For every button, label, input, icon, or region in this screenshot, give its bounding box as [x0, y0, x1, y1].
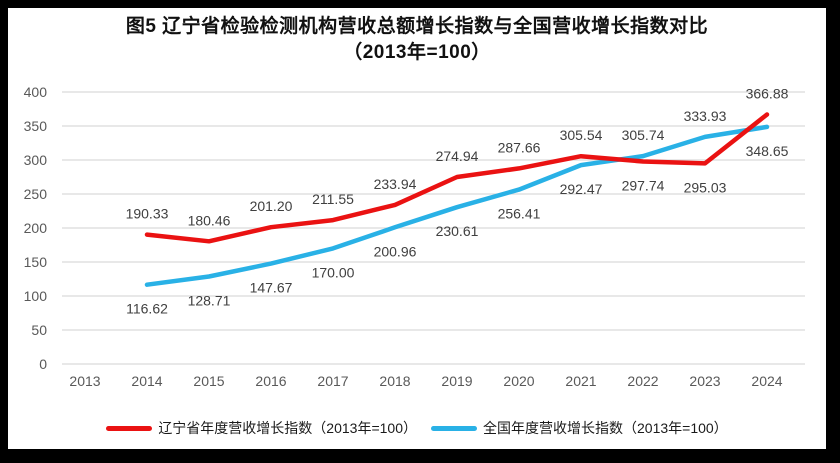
chart-title-line2: （2013年=100） — [343, 42, 491, 63]
x-axis-tick-label: 2021 — [565, 373, 596, 389]
data-label: 348.65 — [746, 143, 789, 159]
data-label: 190.33 — [126, 206, 169, 222]
data-label: 256.41 — [498, 206, 541, 222]
y-axis-tick-label: 0 — [39, 356, 47, 372]
x-axis-tick-label: 2019 — [441, 373, 472, 389]
legend-item-national: 全国年度营收增长指数（2013年=100） — [431, 418, 728, 438]
data-label: 274.94 — [436, 148, 479, 164]
series-line — [144, 112, 770, 244]
y-axis-tick-label: 250 — [24, 186, 48, 202]
chart-title: 图5 辽宁省检验检测机构营收总额增长指数与全国营收增长指数对比 （2013年=1… — [8, 14, 826, 66]
y-axis-tick-label: 200 — [24, 220, 48, 236]
chart-title-line1: 图5 辽宁省检验检测机构营收总额增长指数与全国营收增长指数对比 — [125, 16, 709, 37]
y-axis-tick-label: 300 — [24, 152, 48, 168]
y-axis-tick-label: 150 — [24, 254, 48, 270]
data-label: 305.54 — [560, 127, 603, 143]
data-label: 128.71 — [188, 292, 231, 308]
x-axis-tick-label: 2022 — [627, 373, 658, 389]
legend: 辽宁省年度营收增长指数（2013年=100） 全国年度营收增长指数（2013年=… — [8, 412, 826, 444]
data-label: 180.46 — [188, 212, 231, 228]
data-label: 211.55 — [312, 191, 354, 207]
data-label: 366.88 — [746, 86, 789, 102]
legend-label-liaoning: 辽宁省年度营收增长指数（2013年=100） — [158, 420, 417, 436]
data-label: 305.74 — [622, 127, 665, 143]
y-axis-tick-label: 350 — [24, 118, 48, 134]
data-label: 201.20 — [250, 198, 293, 214]
data-label: 333.93 — [684, 108, 727, 124]
data-label: 295.03 — [684, 179, 727, 195]
y-axis-tick-label: 400 — [24, 84, 48, 100]
x-axis-tick-label: 2017 — [317, 373, 348, 389]
x-axis-tick-label: 2024 — [751, 373, 782, 389]
data-label: 147.67 — [250, 280, 293, 296]
legend-label-national: 全国年度营收增长指数（2013年=100） — [483, 420, 728, 436]
data-label: 292.47 — [560, 181, 603, 197]
x-axis-tick-label: 2015 — [193, 373, 224, 389]
legend-item-liaoning: 辽宁省年度营收增长指数（2013年=100） — [106, 418, 417, 438]
x-axis-tick-label: 2016 — [255, 373, 286, 389]
data-label: 297.74 — [622, 178, 665, 194]
x-axis-tick-label: 2023 — [689, 373, 720, 389]
data-label: 230.61 — [436, 223, 479, 239]
national-line-swatch — [431, 425, 477, 431]
y-axis-tick-label: 100 — [24, 288, 48, 304]
y-axis-tick-label: 50 — [31, 322, 47, 338]
x-axis-tick-label: 2018 — [379, 373, 410, 389]
data-label: 170.00 — [312, 264, 355, 280]
series-line — [144, 124, 770, 287]
data-label: 200.96 — [374, 243, 417, 259]
x-axis-tick-label: 2013 — [69, 373, 100, 389]
x-axis-tick-label: 2020 — [503, 373, 534, 389]
data-label: 287.66 — [498, 139, 541, 155]
x-axis-tick-label: 2014 — [131, 373, 162, 389]
data-label: 233.94 — [374, 176, 417, 192]
chart-card: 0 50 100 150 200 250 300 350 400 2013 2014 2015 2016… — [8, 8, 826, 449]
data-label: 116.62 — [126, 301, 168, 317]
liaoning-line-swatch — [106, 425, 153, 431]
